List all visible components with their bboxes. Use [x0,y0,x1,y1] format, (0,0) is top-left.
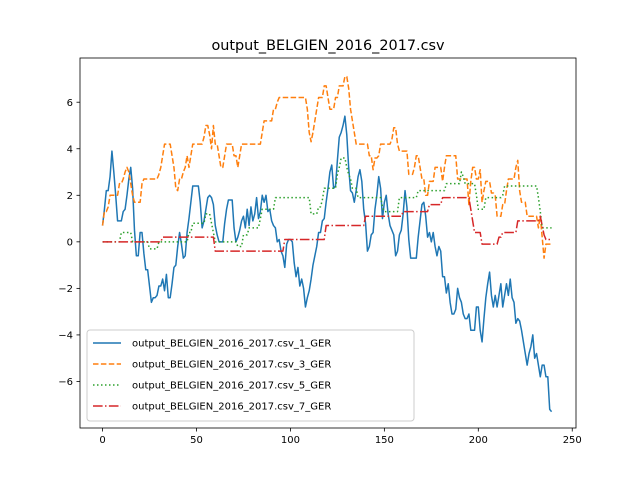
series-line-1 [101,115,553,413]
legend-box [86,329,415,422]
series-line-2 [101,75,552,259]
legend-label: output_BELGIEN_2016_2017.csv_7_GER [132,402,331,413]
y-axis: −6 −4 −2 0 2 4 6 [58,98,80,388]
series-line-4 [102,196,552,252]
legend: output_BELGIEN_2016_2017.csv_1_GERoutput… [86,329,415,422]
y-tick-label: 2 [67,191,73,202]
y-tick-label: −2 [58,284,73,295]
legend-label: output_BELGIEN_2016_2017.csv_1_GER [132,339,331,350]
x-tick-label: 250 [563,435,582,446]
x-tick-label: 0 [99,435,105,446]
series-layer [101,75,553,413]
x-tick-label: 150 [375,435,394,446]
y-tick-label: −4 [58,331,73,342]
x-tick-label: 200 [469,435,488,446]
legend-label: output_BELGIEN_2016_2017.csv_3_GER [132,360,331,371]
x-tick-label: 50 [190,435,203,446]
chart-title: output_BELGIEN_2016_2017.csv [211,38,445,54]
plot-frame [79,57,577,429]
y-tick-label: −6 [58,377,73,388]
x-axis: 0 50 100 150 200 250 [99,428,582,446]
legend-label: output_BELGIEN_2016_2017.csv_5_GER [132,381,331,392]
series-line-3 [102,157,552,250]
y-tick-label: 6 [67,98,73,109]
y-tick-label: 0 [67,237,73,248]
y-tick-label: 4 [67,144,73,155]
x-tick-label: 100 [281,435,300,446]
